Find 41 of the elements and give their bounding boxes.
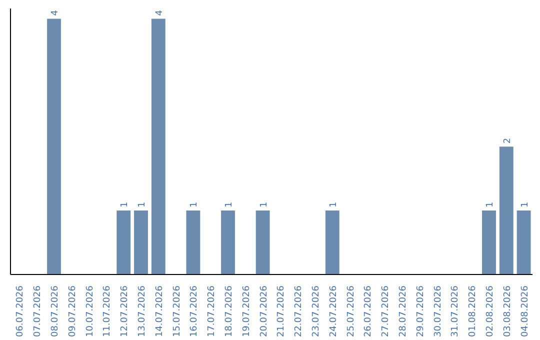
x-tick-label: 09.07.2026 xyxy=(68,285,78,338)
data-label: 1 xyxy=(259,202,270,208)
data-label: 4 xyxy=(50,10,60,16)
data-label: 1 xyxy=(224,202,234,208)
x-tick-label: 07.07.2026 xyxy=(33,285,44,338)
x-tick-label: 25.07.2026 xyxy=(346,285,356,338)
x-tick-label: 08.07.2026 xyxy=(50,285,60,338)
x-tick-label: 17.07.2026 xyxy=(207,285,218,338)
x-tick-label: 12.07.2026 xyxy=(120,285,130,338)
data-label: 1 xyxy=(190,202,200,208)
x-tick-label: 28.07.2026 xyxy=(398,285,408,338)
x-tick-label: 02.08.2026 xyxy=(486,285,496,338)
x-tick-label: 30.07.2026 xyxy=(433,285,444,338)
x-tick-label: 01.08.2026 xyxy=(468,285,478,338)
data-label: 1 xyxy=(328,202,339,208)
data-label: 1 xyxy=(120,202,130,208)
data-label: 2 xyxy=(502,138,513,144)
x-tick-label: 29.07.2026 xyxy=(416,285,426,338)
x-tick-label: 26.07.2026 xyxy=(364,285,374,338)
x-tick-label: 19.07.2026 xyxy=(242,285,252,338)
x-tick-label: 11.07.2026 xyxy=(102,285,113,338)
x-tick-label: 27.07.2026 xyxy=(381,285,392,338)
data-label: 1 xyxy=(138,202,148,208)
x-tick-label: 13.07.2026 xyxy=(138,285,148,338)
x-tick-label: 20.07.2026 xyxy=(259,285,270,338)
x-tick-label: 31.07.2026 xyxy=(450,285,461,338)
x-tick-label: 21.07.2026 xyxy=(276,285,287,338)
data-label: 1 xyxy=(486,202,496,208)
x-tick-label: 23.07.2026 xyxy=(312,285,322,338)
x-tick-label: 15.07.2026 xyxy=(172,285,182,338)
x-tick-label: 03.08.2026 xyxy=(502,285,513,338)
x-tick-label: 22.07.2026 xyxy=(294,285,304,338)
x-tick-label: 04.08.2026 xyxy=(520,285,530,338)
x-tick-label: 06.07.2026 xyxy=(16,285,26,338)
x-tick-label: 10.07.2026 xyxy=(85,285,96,338)
x-tick-label: 24.07.2026 xyxy=(328,285,339,338)
x-tick-label: 18.07.2026 xyxy=(224,285,234,338)
x-tick-label: 16.07.2026 xyxy=(190,285,200,338)
data-label: 1 xyxy=(520,202,530,208)
x-tick-label: 14.07.2026 xyxy=(154,285,165,338)
data-label: 4 xyxy=(154,10,165,16)
